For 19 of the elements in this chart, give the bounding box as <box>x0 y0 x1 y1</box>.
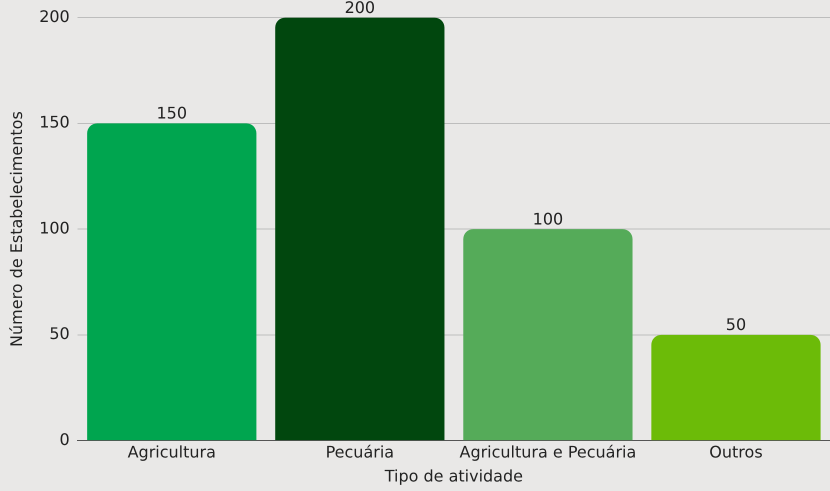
x-tick-label: Pecuária <box>326 442 394 462</box>
bar <box>463 229 633 440</box>
x-tick-label: Agricultura e Pecuária <box>459 442 636 462</box>
bar <box>275 18 444 440</box>
y-tick-label: 0 <box>60 430 70 449</box>
y-tick-label: 200 <box>39 6 70 26</box>
data-label: 150 <box>156 104 188 123</box>
y-axis-title: Número de Estabelecimentos <box>6 111 26 347</box>
y-tick-label: 150 <box>39 112 70 132</box>
data-label: 100 <box>532 209 564 228</box>
y-tick-label: 50 <box>49 324 70 344</box>
x-tick-label: Agricultura <box>128 442 216 462</box>
x-tick-label: Outros <box>709 442 763 462</box>
y-tick-label: 100 <box>39 218 70 238</box>
bar <box>87 123 256 440</box>
x-axis-title: Tipo de atividade <box>384 466 523 486</box>
bar <box>651 334 821 440</box>
data-label: 200 <box>344 0 376 17</box>
data-label: 50 <box>726 315 746 334</box>
